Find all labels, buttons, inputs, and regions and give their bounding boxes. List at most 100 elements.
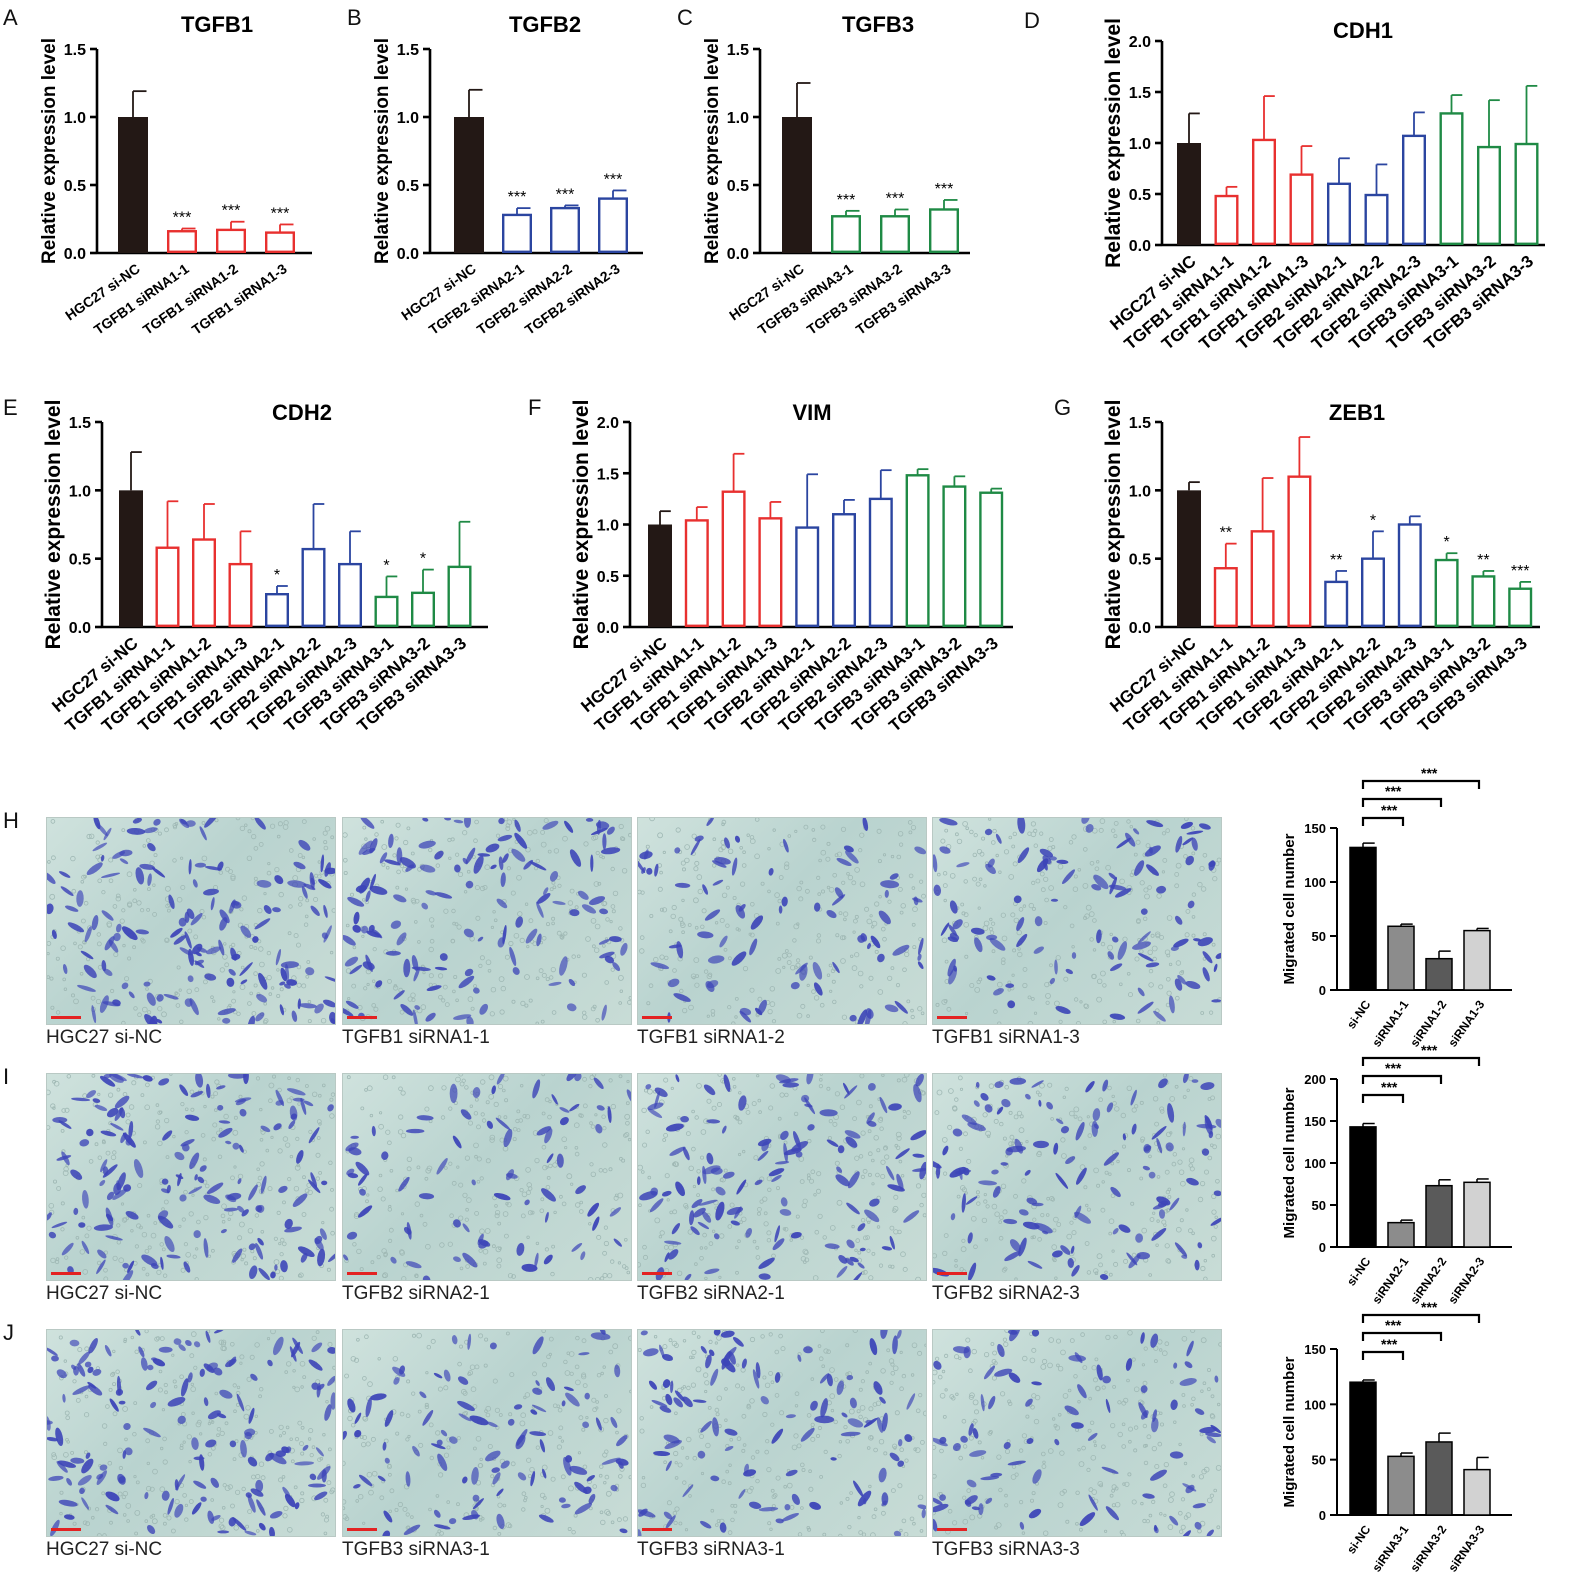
- y-axis-label: Relative expression level: [42, 400, 65, 650]
- bracket-label: ***: [1421, 765, 1438, 781]
- y-tick-label: 100: [1304, 875, 1326, 890]
- significance-marker: **: [1477, 552, 1489, 569]
- y-tick-label: 1.5: [1129, 85, 1151, 102]
- micrograph-texture: [933, 1330, 1221, 1536]
- bar-tgfb1-sirna1-2: [215, 228, 246, 254]
- x-tick-label: siRNA1-1: [1369, 997, 1411, 1049]
- bar-tgfb2-sirna2-2: [1360, 557, 1385, 628]
- y-tick-label: 0.0: [397, 246, 419, 263]
- bar-hgc27-si-nc: [454, 117, 484, 253]
- bar-tgfb1-sirna1-2: [1250, 530, 1275, 627]
- micrograph-texture: [47, 818, 335, 1024]
- bar-tgfb3-sirna3-3: [1514, 142, 1539, 246]
- y-tick-label: 0: [1319, 1508, 1326, 1523]
- x-tick-label: si-NC: [1344, 1254, 1374, 1288]
- y-tick-label: 150: [1304, 1342, 1326, 1357]
- chart-title: ZEB1: [1329, 400, 1385, 425]
- y-tick-label: 2.0: [1129, 34, 1151, 51]
- chart-title: TGFB1: [181, 12, 253, 37]
- bar-hgc27-si-nc: [648, 524, 672, 627]
- bar-tgfb1-sirna1-1: [1213, 567, 1238, 628]
- bar-si-nc: [1349, 1381, 1377, 1516]
- x-tick-label: siRNA3-3: [1445, 1522, 1487, 1574]
- x-tick-label: siRNA2-1: [1369, 1254, 1411, 1306]
- bar-tgfb2-sirna2-2: [550, 206, 581, 253]
- significance-marker: *: [383, 557, 389, 574]
- bar-sirna3-3: [1463, 1468, 1491, 1516]
- y-tick-label: 0.5: [397, 178, 419, 195]
- bar-sirna3-1: [1387, 1455, 1415, 1516]
- bracket-label: ***: [1421, 1299, 1438, 1315]
- significance-bracket: [1361, 779, 1481, 789]
- significance-marker: ***: [935, 181, 954, 198]
- significance-marker: ***: [271, 205, 290, 222]
- y-tick-label: 0.0: [1129, 620, 1151, 637]
- y-tick-label: 50: [1312, 1453, 1326, 1468]
- y-tick-label: 0.5: [727, 178, 749, 195]
- micrograph-caption: TGFB3 siRNA3-1: [637, 1539, 785, 1560]
- significance-bracket: [1361, 1093, 1405, 1103]
- bar-tgfb1-sirna1-1: [155, 546, 180, 628]
- bar-tgfb2-sirna2-1: [502, 213, 533, 253]
- chart-title: TGFB2: [509, 12, 581, 37]
- y-axis-label: Relative expression level: [1102, 400, 1125, 650]
- chart-title: TGFB3: [842, 12, 914, 37]
- significance-bracket: [1361, 1331, 1443, 1341]
- bar-hgc27-si-nc: [119, 490, 143, 627]
- transwell-micrograph: [932, 1073, 1222, 1281]
- micrograph-caption: TGFB2 siRNA2-1: [342, 1283, 490, 1304]
- bar-sirna2-2: [1425, 1184, 1453, 1248]
- scale-bar: [937, 1528, 967, 1531]
- y-axis-label: Relative expression level: [372, 38, 393, 264]
- y-tick-label: 1.0: [597, 518, 619, 535]
- bar-tgfb2-sirna2-1: [1324, 580, 1349, 628]
- y-tick-label: 150: [1304, 821, 1326, 836]
- x-tick-label: siRNA3-2: [1407, 1522, 1449, 1574]
- bar-sirna2-1: [1387, 1221, 1415, 1248]
- scale-bar: [937, 1016, 967, 1019]
- bar-tgfb2-sirna2-2: [832, 513, 857, 628]
- y-tick-label: 0.0: [1129, 238, 1151, 255]
- bar-tgfb2-sirna2-1: [1326, 182, 1351, 246]
- bar-tgfb3-sirna3-2: [411, 591, 436, 627]
- significance-bracket: [1361, 816, 1405, 826]
- panel-label: A: [3, 5, 18, 30]
- y-tick-label: 0.0: [64, 246, 86, 263]
- bar-tgfb2-sirna2-3: [338, 562, 363, 628]
- significance-bracket: [1361, 1056, 1481, 1066]
- bracket-label: ***: [1385, 1317, 1402, 1333]
- micrograph-caption: HGC27 si-NC: [46, 1539, 163, 1560]
- y-tick-label: 1.5: [397, 42, 419, 59]
- bar-tgfb2-sirna2-3: [868, 497, 893, 628]
- y-tick-label: 150: [1304, 1114, 1326, 1129]
- bar-tgfb3-sirna3-2: [1471, 575, 1496, 628]
- transwell-micrograph: [46, 1073, 336, 1281]
- y-tick-label: 0.5: [1129, 187, 1151, 204]
- scale-bar: [347, 1016, 377, 1019]
- significance-bracket: [1361, 797, 1443, 807]
- transwell-micrograph: [342, 817, 632, 1025]
- bar-sirna1-3: [1463, 929, 1491, 991]
- bar-hgc27-si-nc: [782, 117, 812, 253]
- transwell-micrograph: [637, 817, 927, 1025]
- y-axis-label: Relative expression level: [702, 38, 723, 264]
- panel-label: E: [3, 395, 18, 420]
- bar-hgc27-si-nc: [1177, 143, 1201, 245]
- bar-tgfb2-sirna2-3: [1397, 523, 1422, 628]
- y-tick-label: 0: [1319, 983, 1326, 998]
- panel-label: J: [3, 1320, 14, 1345]
- significance-marker: ***: [886, 190, 905, 207]
- micrograph-caption: TGFB1 siRNA1-2: [637, 1027, 785, 1048]
- x-tick-label: siRNA1-3: [1445, 997, 1487, 1049]
- y-tick-label: 1.0: [69, 483, 91, 500]
- bar-tgfb3-sirna3-1: [831, 215, 862, 253]
- y-tick-label: 1.0: [1129, 136, 1151, 153]
- y-axis-label: Relative expression level: [39, 38, 60, 264]
- bar-tgfb3-sirna3-2: [1476, 145, 1501, 246]
- significance-marker: ***: [556, 186, 575, 203]
- y-axis-label: Migrated cell number: [1281, 833, 1298, 984]
